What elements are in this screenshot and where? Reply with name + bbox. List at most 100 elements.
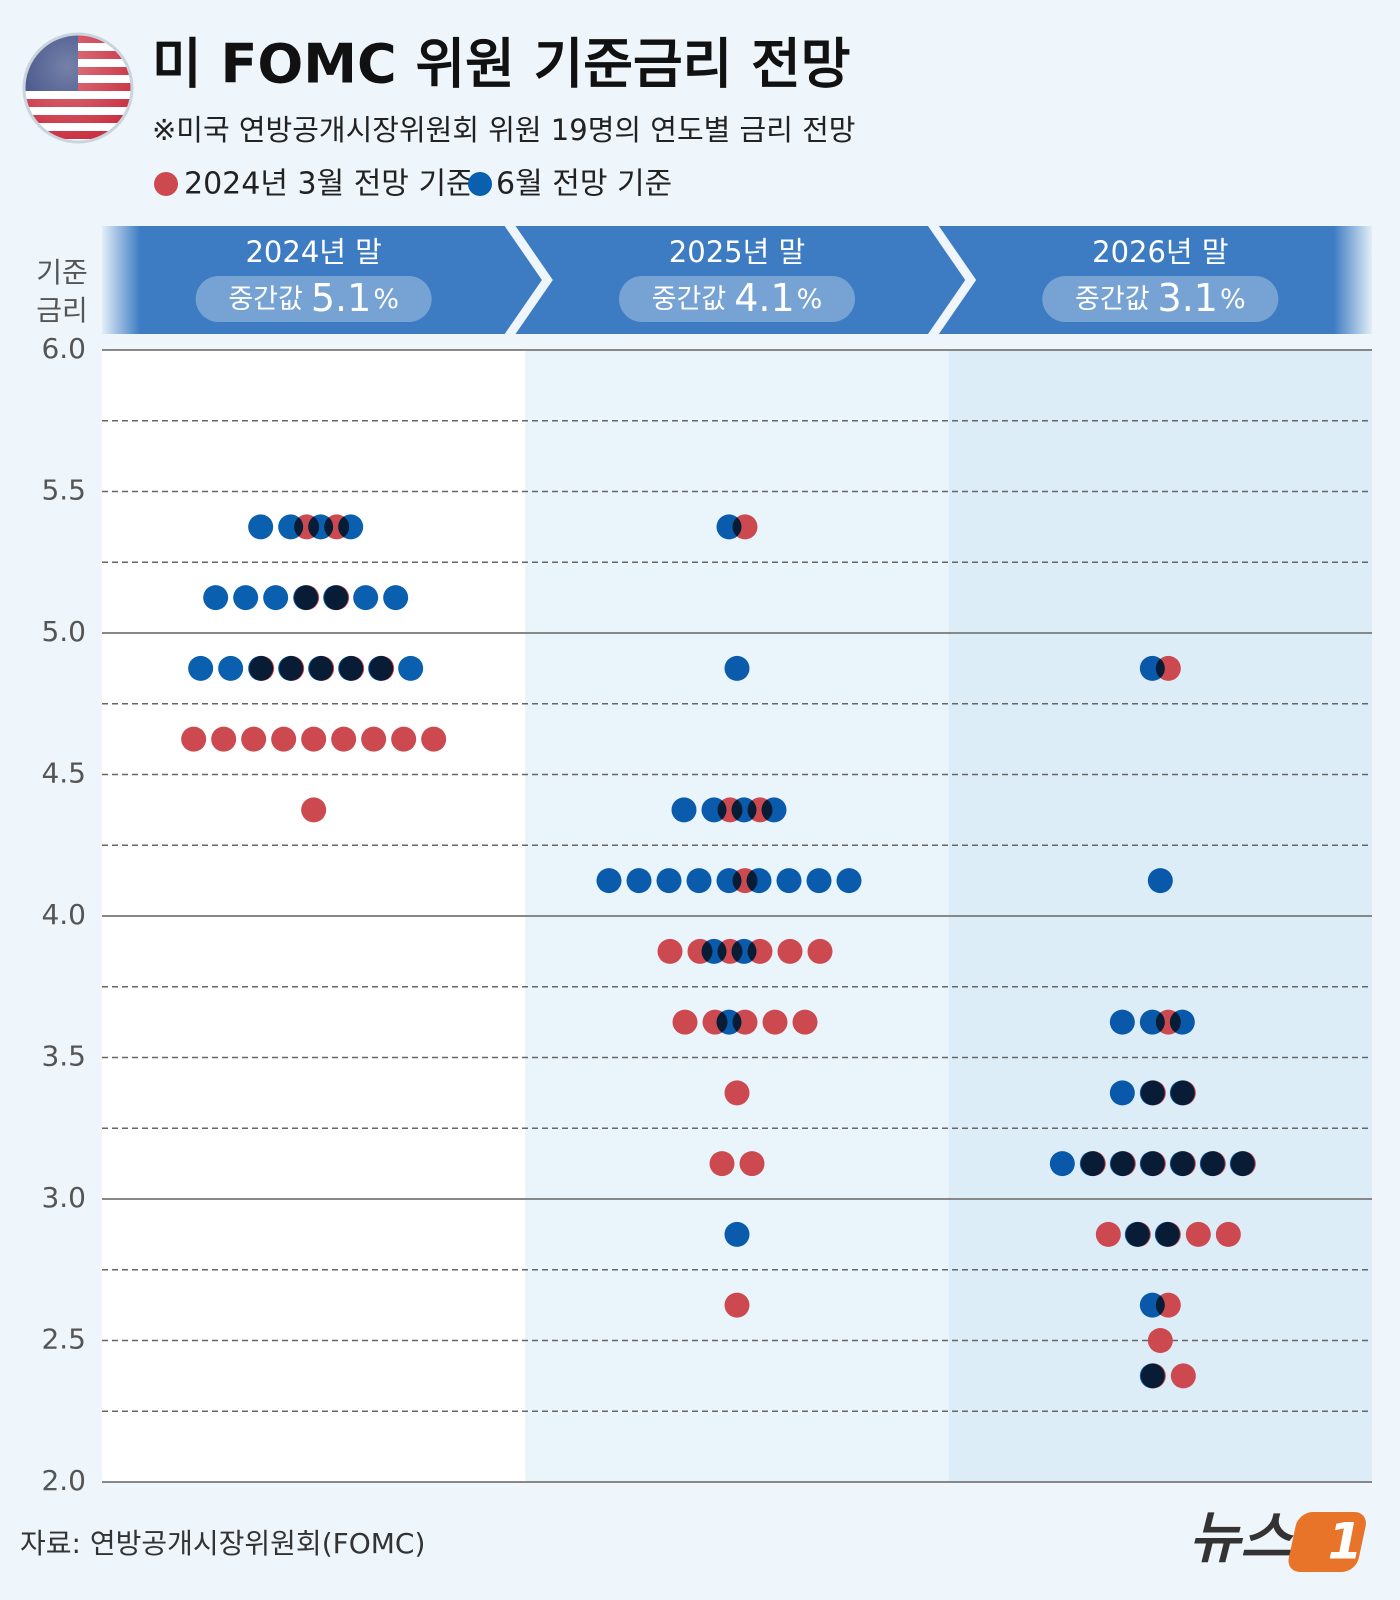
column-label: 2024년 말 (245, 235, 381, 269)
dot (709, 1151, 735, 1177)
dot (1147, 1328, 1173, 1353)
dot (278, 655, 304, 681)
dot (739, 1151, 765, 1177)
dot (263, 585, 289, 611)
dot (1169, 1080, 1195, 1106)
column-label: 2025년 말 (669, 235, 805, 269)
dot (701, 797, 727, 823)
dot (762, 1009, 788, 1035)
header-chevron (503, 219, 553, 341)
median-label: 중간값 (652, 284, 727, 315)
legend-swatch (468, 172, 492, 196)
median-value: 4.1 (734, 276, 794, 320)
subtitle: ※미국 연방공개시장위원회 위원 19명의 연도별 금리 전망 (152, 113, 855, 147)
dot (181, 726, 207, 752)
y-axis-title: 금리 (36, 294, 88, 327)
median-label: 중간값 (1075, 284, 1150, 315)
y-tick-label: 4.0 (41, 898, 86, 931)
dot (716, 514, 742, 540)
dot (1139, 1009, 1165, 1035)
column-label: 2026년 말 (1092, 235, 1228, 269)
dot (1095, 1221, 1121, 1247)
median-pill (619, 276, 855, 322)
header-band (102, 226, 1372, 334)
median-value: 5.1 (311, 276, 371, 320)
logo-text: 뉴스 (1189, 1506, 1295, 1571)
dot (686, 868, 712, 894)
dot (218, 655, 244, 681)
logo-mark: 1 (1328, 1513, 1363, 1571)
dot (657, 938, 683, 964)
logo-box (1288, 1512, 1366, 1572)
legend-label: 6월 전망 기준 (496, 167, 672, 202)
dot (1154, 1221, 1180, 1247)
dot (806, 868, 832, 894)
dot (211, 726, 237, 752)
chart-title: 미 FOMC 위원 기준금리 전망 (152, 33, 850, 96)
median-text: 중간값 5.1% (228, 276, 399, 320)
median-value: 3.1 (1158, 276, 1218, 320)
dot (398, 655, 424, 681)
dot (792, 1009, 818, 1035)
dot (248, 514, 274, 540)
dot (323, 585, 349, 611)
y-axis-title: 기준 (36, 256, 88, 289)
median-label: 중간값 (228, 284, 303, 315)
dot (716, 868, 742, 894)
median-unit: % (797, 284, 823, 315)
flag-ring (22, 32, 134, 144)
dot (1185, 1221, 1211, 1247)
dot (301, 726, 327, 752)
dot (1139, 1080, 1165, 1106)
dot (716, 1009, 742, 1035)
median-pill (1042, 276, 1279, 322)
dot (1139, 1151, 1165, 1177)
dot (1109, 1009, 1135, 1035)
dot (368, 655, 394, 681)
dot (1124, 1221, 1150, 1247)
median-unit: % (1220, 284, 1246, 315)
median-text: 중간값 3.1% (1075, 276, 1246, 320)
median-pill (195, 276, 432, 322)
dot (271, 726, 297, 752)
dot (233, 585, 259, 611)
y-tick-label: 5.5 (41, 474, 86, 507)
dot (293, 585, 319, 611)
dot (724, 1080, 750, 1106)
dot (807, 938, 833, 964)
dot (1215, 1221, 1241, 1247)
median-text: 중간값 4.1% (652, 276, 823, 320)
dot (836, 868, 862, 894)
dot (1170, 1363, 1196, 1389)
dot (1109, 1151, 1135, 1177)
dot (308, 655, 334, 681)
dot (1139, 1363, 1165, 1389)
dot (724, 1292, 750, 1318)
dot (1049, 1151, 1075, 1177)
dot (626, 868, 652, 894)
dot (308, 514, 334, 540)
y-tick-label: 3.0 (41, 1181, 86, 1214)
dot (1169, 1151, 1195, 1177)
dot (1199, 1151, 1225, 1177)
dot (241, 726, 267, 752)
dot (421, 726, 447, 752)
dot (671, 797, 697, 823)
dot (331, 726, 357, 752)
dot (724, 655, 750, 681)
legend-label: 2024년 3월 전망 기준 (184, 167, 474, 202)
y-tick-label: 2.0 (41, 1464, 86, 1497)
dot (776, 868, 802, 894)
dot (761, 797, 787, 823)
source: 자료: 연방공개시장위원회(FOMC) (20, 1527, 425, 1560)
dot (203, 585, 229, 611)
y-tick-label: 5.0 (41, 615, 86, 648)
dot (724, 1221, 750, 1247)
median-unit: % (373, 284, 399, 315)
dot (596, 868, 622, 894)
y-tick-label: 6.0 (41, 332, 86, 365)
dot (1229, 1151, 1255, 1177)
dot (731, 938, 757, 964)
dot (1147, 868, 1173, 894)
